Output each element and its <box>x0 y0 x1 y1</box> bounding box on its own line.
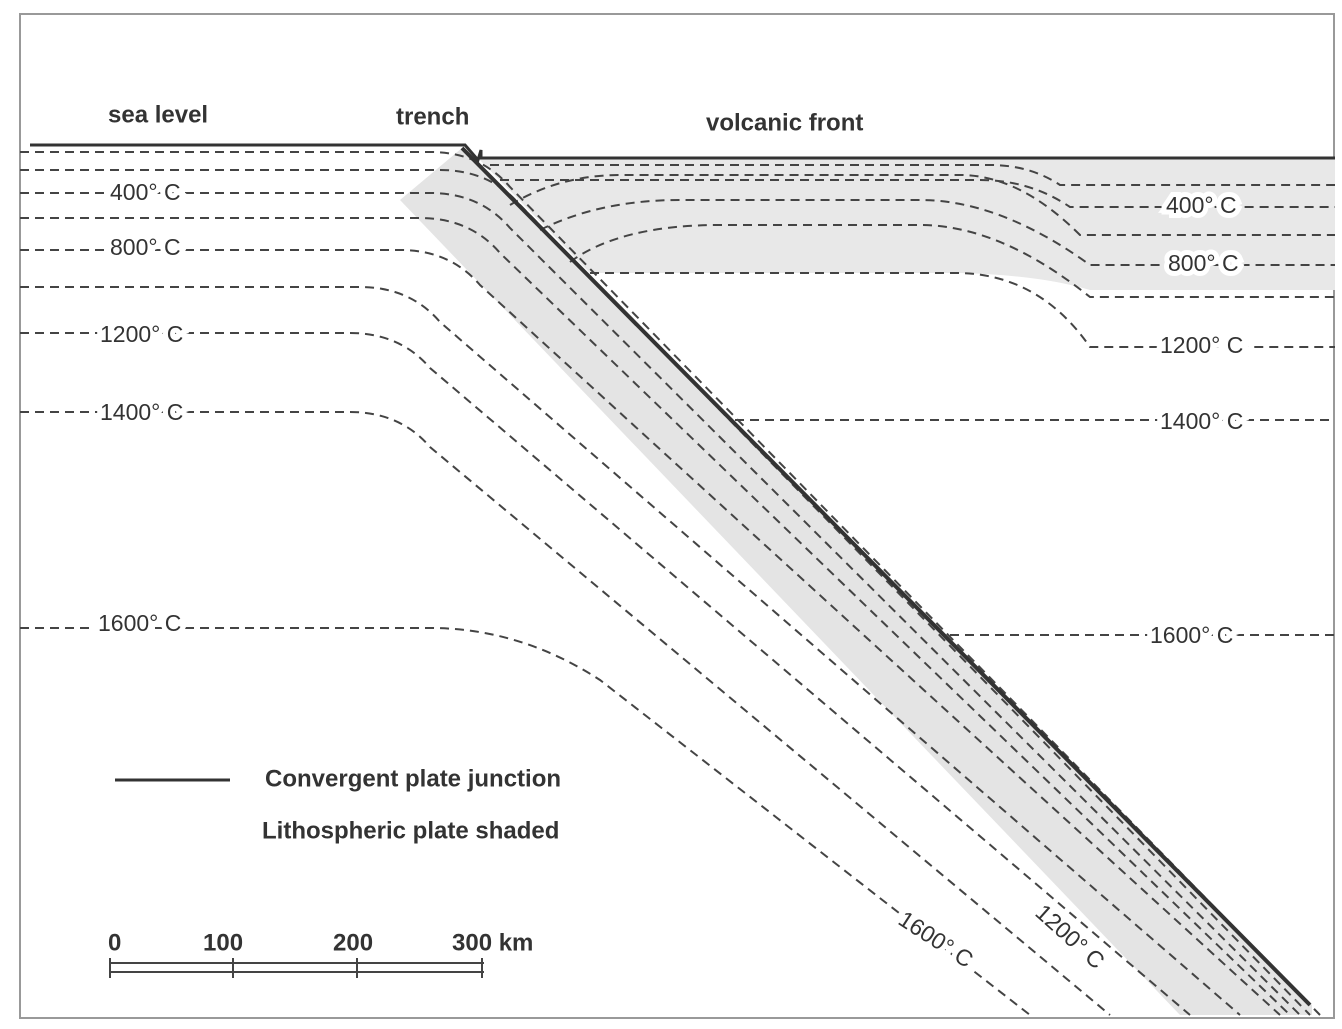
volcanic-front-label: volcanic front <box>706 109 863 136</box>
scale-label: 100 <box>203 929 243 956</box>
isotherm-label: 1200° C <box>100 321 183 347</box>
legend-junction: Convergent plate junction <box>265 765 561 792</box>
slab-isotherm-label: 1600° C <box>894 905 978 972</box>
isotherm-label: 1400° C <box>100 399 183 425</box>
isotherm-label: 800° C <box>110 234 181 260</box>
isotherm <box>20 333 1190 1015</box>
scale-bar: 0 100 200 300 km <box>108 929 533 978</box>
scale-label: 0 <box>108 929 121 956</box>
trench-label: trench <box>396 103 469 130</box>
isotherm-label: 1600° C <box>1150 622 1233 648</box>
scale-label: 300 km <box>452 929 533 956</box>
sea-floor <box>30 145 1335 160</box>
scale-label: 200 <box>333 929 373 956</box>
isotherm-label: 1600° C <box>98 610 181 636</box>
isotherm-label: 400° C <box>110 179 181 205</box>
diagram: sea level trench volcanic front 400° C 8… <box>0 0 1342 1029</box>
isotherm-label: 1400° C <box>1160 408 1243 434</box>
isotherm-label: 400° C <box>1166 192 1237 218</box>
legend-shaded: Lithospheric plate shaded <box>262 817 559 844</box>
isotherm-label: 1200° C <box>1160 332 1243 358</box>
isotherm-label: 800° C <box>1168 250 1239 276</box>
sea-level-label: sea level <box>108 101 208 128</box>
